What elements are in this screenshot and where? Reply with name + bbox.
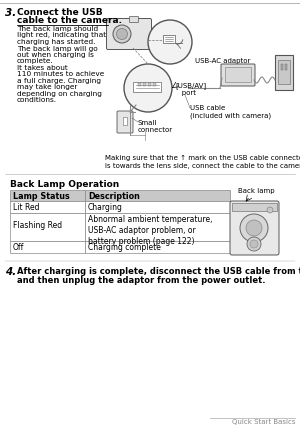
Text: USB-AC adaptor: USB-AC adaptor — [195, 58, 250, 64]
Bar — [85, 213, 230, 241]
Text: light red, indicating that: light red, indicating that — [17, 32, 106, 38]
FancyBboxPatch shape — [106, 18, 152, 49]
Text: a full charge. Charging: a full charge. Charging — [17, 78, 101, 84]
Bar — [85, 241, 230, 253]
Text: out when charging is: out when charging is — [17, 52, 94, 58]
Text: Back Lamp Operation: Back Lamp Operation — [10, 180, 119, 189]
Text: 3.: 3. — [5, 8, 16, 18]
Text: depending on charging: depending on charging — [17, 91, 102, 97]
Bar — [281, 64, 283, 70]
Text: After charging is complete, disconnect the USB cable from the camera: After charging is complete, disconnect t… — [17, 267, 300, 276]
Text: The back lamp should: The back lamp should — [17, 26, 98, 32]
Text: may take longer: may take longer — [17, 84, 77, 90]
Text: Lamp Status: Lamp Status — [13, 192, 70, 201]
Text: Back lamp: Back lamp — [238, 188, 274, 194]
Bar — [275, 55, 293, 90]
FancyBboxPatch shape — [230, 201, 279, 255]
Text: Connect the USB: Connect the USB — [17, 8, 103, 17]
Bar — [285, 64, 287, 70]
Bar — [143, 83, 146, 86]
Text: The back lamp will go: The back lamp will go — [17, 46, 98, 52]
Text: [USB/AV]
   port: [USB/AV] port — [175, 82, 206, 96]
Bar — [10, 213, 85, 241]
Text: Making sure that the ↑ mark on the USB cable connector
is towards the lens side,: Making sure that the ↑ mark on the USB c… — [105, 155, 300, 169]
Text: Abnormal ambient temperature,
USB-AC adaptor problem, or
battery problem (page 1: Abnormal ambient temperature, USB-AC ada… — [88, 215, 212, 246]
Bar — [148, 83, 151, 86]
Text: complete.: complete. — [17, 58, 54, 64]
Bar — [163, 35, 175, 43]
Circle shape — [247, 237, 261, 251]
Text: USB cable
(included with camera): USB cable (included with camera) — [190, 105, 271, 119]
Bar — [123, 117, 127, 125]
Text: It takes about: It takes about — [17, 65, 68, 71]
Circle shape — [246, 220, 262, 236]
Circle shape — [124, 64, 172, 112]
Bar — [138, 83, 141, 86]
Bar — [85, 201, 230, 213]
Circle shape — [113, 25, 131, 43]
Bar — [232, 203, 277, 211]
Text: Description: Description — [88, 192, 140, 201]
FancyBboxPatch shape — [117, 111, 133, 133]
Circle shape — [267, 207, 273, 213]
FancyBboxPatch shape — [130, 17, 139, 23]
Bar — [278, 60, 290, 84]
Circle shape — [240, 214, 268, 242]
Circle shape — [250, 240, 258, 248]
Bar — [10, 241, 85, 253]
Text: Charging complete: Charging complete — [88, 243, 161, 252]
Bar — [133, 82, 161, 92]
Text: 110 minutes to achieve: 110 minutes to achieve — [17, 72, 104, 78]
Bar — [10, 190, 85, 201]
Text: charging has started.: charging has started. — [17, 39, 95, 45]
Text: Flashing Red: Flashing Red — [13, 221, 62, 230]
Text: Lit Red: Lit Red — [13, 203, 40, 212]
Text: Off: Off — [13, 243, 24, 252]
FancyBboxPatch shape — [221, 64, 255, 86]
Text: conditions.: conditions. — [17, 98, 57, 104]
Bar — [85, 190, 230, 201]
Text: Small
connector: Small connector — [138, 120, 173, 133]
Text: and then unplug the adaptor from the power outlet.: and then unplug the adaptor from the pow… — [17, 276, 266, 285]
Text: Charging: Charging — [88, 203, 123, 212]
Text: 4.: 4. — [5, 267, 16, 277]
Circle shape — [148, 20, 192, 64]
Bar — [10, 201, 85, 213]
Text: cable to the camera.: cable to the camera. — [17, 16, 122, 25]
Circle shape — [116, 29, 128, 40]
Bar — [153, 83, 156, 86]
Bar — [225, 67, 251, 82]
Text: Quick Start Basics: Quick Start Basics — [232, 419, 295, 425]
